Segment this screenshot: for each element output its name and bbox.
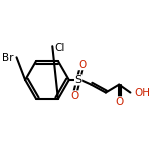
- Text: O: O: [115, 97, 123, 107]
- Text: S: S: [74, 75, 82, 85]
- Text: Cl: Cl: [54, 43, 65, 53]
- Text: O: O: [70, 91, 78, 101]
- Text: OH: OH: [134, 88, 150, 98]
- Text: O: O: [78, 60, 86, 70]
- Text: Br: Br: [2, 53, 13, 63]
